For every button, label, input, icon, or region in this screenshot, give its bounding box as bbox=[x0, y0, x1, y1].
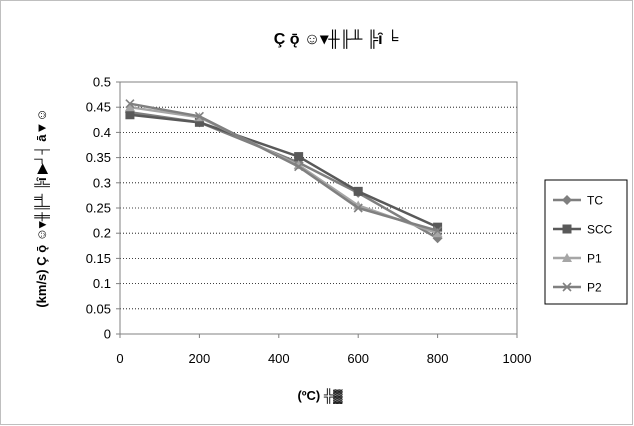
y-tick-label: 0.15 bbox=[86, 251, 111, 266]
data-point-p2 bbox=[125, 99, 135, 109]
series-line-scc bbox=[129, 113, 439, 229]
y-tick-label: 0.25 bbox=[86, 201, 111, 216]
legend-items: TC SCC P1 P2 bbox=[553, 194, 613, 295]
legend-marker-tc bbox=[562, 195, 572, 205]
x-tick-label: 1000 bbox=[503, 351, 532, 366]
data-point-p2 bbox=[433, 226, 443, 236]
y-tick-label: 0.3 bbox=[93, 175, 111, 190]
x-tick-label: 800 bbox=[427, 351, 449, 366]
legend-label-tc: TC bbox=[587, 194, 603, 208]
y-tick-label: 0 bbox=[104, 327, 111, 342]
legend-label-p1: P1 bbox=[587, 252, 602, 266]
marker-stroke bbox=[294, 162, 304, 172]
data-point-scc bbox=[294, 152, 304, 162]
y-tick-label: 0.1 bbox=[93, 276, 111, 291]
data-point-p2 bbox=[194, 111, 204, 121]
legend-box bbox=[544, 179, 628, 305]
data-point-scc bbox=[194, 117, 204, 127]
marker-stroke bbox=[562, 282, 572, 292]
marker-stroke bbox=[125, 99, 135, 109]
y-tick-labels: 0 0.05 0.1 0.15 0.2 0.25 0.3 0.35 0.4 0.45 0.5 bbox=[86, 75, 111, 342]
x-tick-label: 200 bbox=[189, 351, 211, 366]
y-tick-label: 0.35 bbox=[86, 150, 111, 165]
y-tick-label: 0.2 bbox=[93, 226, 111, 241]
legend-marker-scc bbox=[562, 224, 572, 234]
data-point-p2 bbox=[294, 162, 304, 172]
y-tick-label: 0.45 bbox=[86, 100, 111, 115]
data-point-p1 bbox=[432, 228, 443, 238]
chart-title: Ç ǭ ☺▾╫╟╨ ╠ȋ ╘ bbox=[274, 29, 399, 49]
marker-stroke bbox=[433, 226, 443, 236]
series-line-tc bbox=[129, 111, 439, 240]
grid bbox=[116, 81, 518, 338]
legend-label-scc: SCC bbox=[587, 223, 613, 237]
data-point-p1 bbox=[124, 102, 135, 112]
data-point-scc bbox=[433, 222, 443, 232]
data-point-scc bbox=[353, 186, 363, 196]
data-point-p2 bbox=[353, 203, 363, 213]
data-point-scc bbox=[125, 110, 135, 120]
legend-marker-p1 bbox=[562, 253, 572, 262]
y-tick-label: 0.5 bbox=[93, 75, 111, 90]
x-tick-labels: 0 200 400 600 800 1000 bbox=[116, 351, 531, 366]
x-tick-label: 0 bbox=[116, 351, 123, 366]
legend: TC SCC P1 P2 bbox=[544, 179, 628, 305]
x-tick-label: 400 bbox=[268, 351, 290, 366]
plot-area bbox=[119, 81, 518, 335]
y-tick-label: 0.4 bbox=[93, 125, 111, 140]
marker-stroke bbox=[353, 203, 363, 213]
y-tick-label: 0.05 bbox=[86, 301, 111, 316]
x-tick-label: 600 bbox=[347, 351, 369, 366]
x-axis-title: (ºC) ╬▓ bbox=[297, 387, 343, 405]
series-line-p1 bbox=[129, 105, 439, 235]
legend-label-p2: P2 bbox=[587, 281, 602, 295]
series-group bbox=[124, 99, 443, 244]
y-axis-title: (km/s) Ç ǭ ☺▾╫╟╨ ╠ȋ ▶┘┤ ā▼☺ bbox=[34, 108, 50, 307]
legend-marker-p2 bbox=[562, 282, 572, 292]
marker-stroke bbox=[194, 111, 204, 121]
